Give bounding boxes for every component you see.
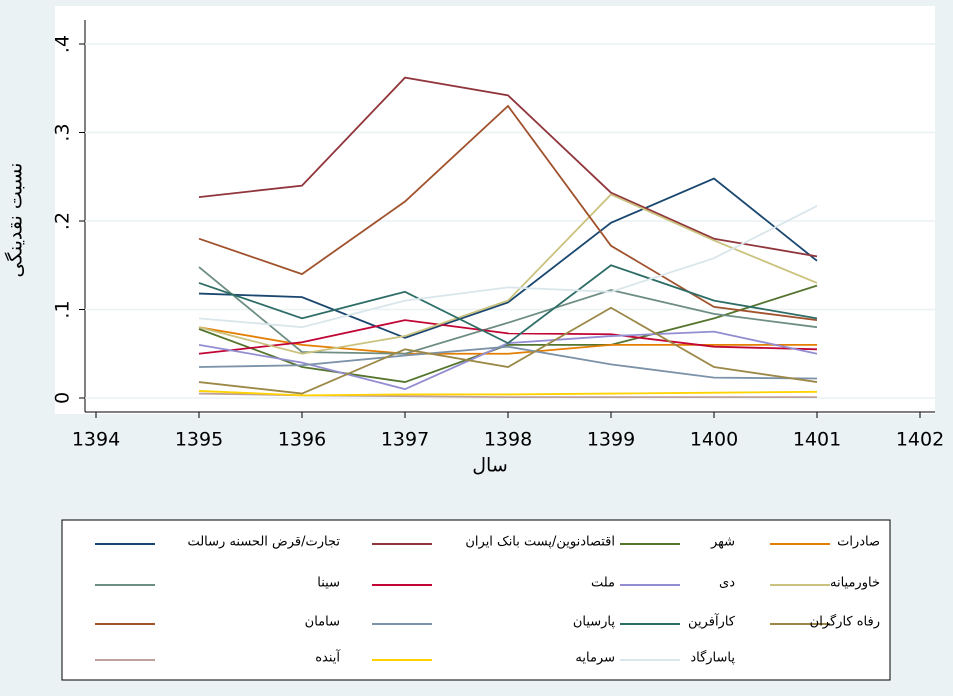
- series-line: [198, 177, 818, 339]
- legend-label: رفاه کارگران: [810, 614, 880, 630]
- x-tick-label: 1399: [587, 429, 635, 451]
- y-tick-label: .2: [52, 212, 74, 230]
- series-line: [198, 390, 818, 397]
- series-line: [198, 345, 818, 380]
- x-tick-label: 1397: [381, 429, 429, 451]
- legend-label: کارآفرین: [688, 613, 736, 630]
- legend: [61, 519, 891, 681]
- x-tick-label: 1395: [175, 429, 223, 451]
- series-line: [198, 104, 818, 322]
- series-line: [198, 76, 818, 258]
- legend-label: سینا: [317, 576, 340, 591]
- series-line: [198, 284, 818, 383]
- legend-label: اقتصادنوین/پست بانک ایران: [465, 535, 615, 550]
- plot-area: [55, 6, 935, 414]
- series-line: [198, 319, 818, 355]
- x-axis-title: سال: [472, 455, 508, 477]
- legend-label: پارسیان: [573, 615, 616, 630]
- y-tick-label: .4: [52, 35, 74, 53]
- y-tick-label: 0: [52, 392, 74, 404]
- series-line: [198, 193, 818, 355]
- series-line: [198, 205, 818, 329]
- series-line: [198, 326, 817, 355]
- x-tick-label: 1396: [278, 429, 326, 451]
- x-tick-label: 1402: [896, 429, 944, 451]
- legend-label: آینده: [315, 649, 341, 666]
- legend-label: سامان: [305, 615, 340, 630]
- legend-label: شهر: [710, 535, 735, 550]
- y-tick-label: .1: [52, 300, 74, 318]
- legend-label: ملت: [591, 576, 615, 591]
- legend-label: پاسارگاد: [690, 650, 735, 666]
- series-line: [198, 266, 818, 355]
- y-axis-title: نسبت نقدینگی: [4, 163, 27, 278]
- legend-label: دی: [719, 576, 735, 591]
- legend-label: خاورمیانه: [830, 576, 880, 591]
- y-tick-label: .3: [52, 123, 74, 141]
- x-tick-label: 1394: [72, 429, 120, 451]
- legend-label: سرمایه: [575, 651, 615, 666]
- series-line: [198, 306, 818, 395]
- x-tick-label: 1401: [793, 429, 841, 451]
- legend-label: صادرات: [837, 535, 880, 550]
- legend-label: تجارت/قرض الحسنه رسالت: [187, 535, 340, 550]
- x-tick-label: 1400: [690, 429, 738, 451]
- series-line: [198, 264, 818, 345]
- x-tick-label: 1398: [484, 429, 532, 451]
